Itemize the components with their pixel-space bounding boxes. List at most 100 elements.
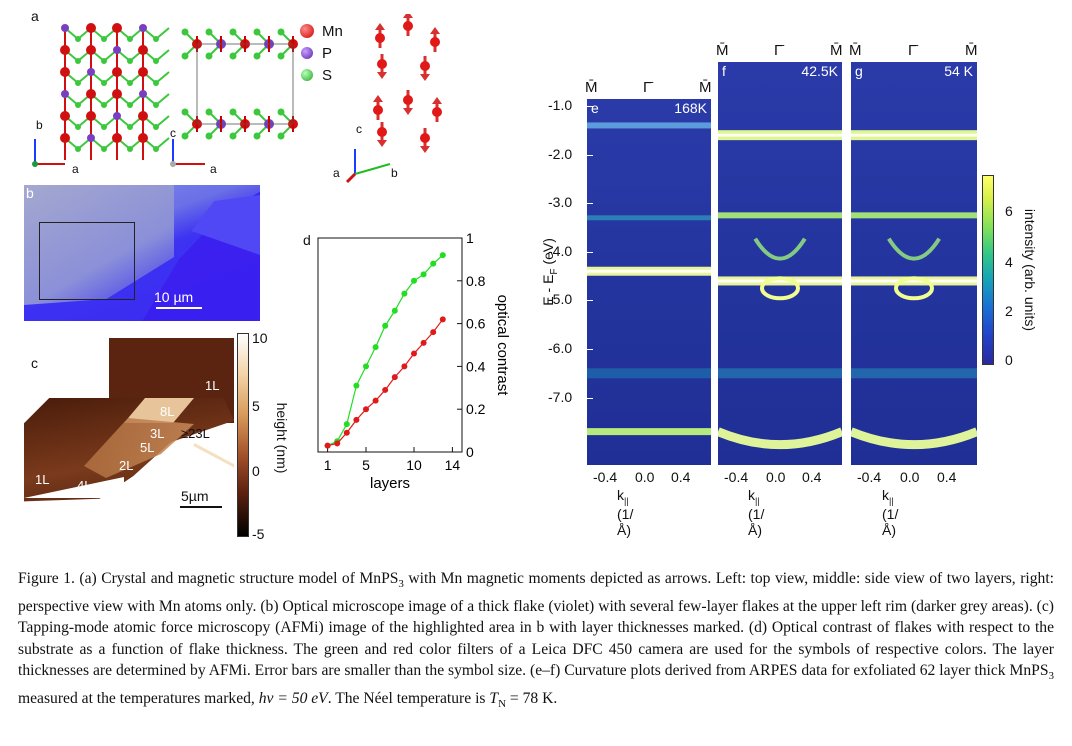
energy-tick	[587, 300, 593, 302]
intensity-colorbar	[982, 175, 994, 365]
height-tick-0: 0	[252, 463, 260, 479]
p-atom	[139, 24, 147, 32]
k-tick-label: 0.4	[671, 469, 691, 485]
intensity-tick-6: 6	[1005, 203, 1013, 219]
mn-atom	[377, 59, 387, 69]
series-point-0	[353, 382, 360, 389]
s-atom	[205, 108, 213, 116]
scale-label-b: 10 µm	[154, 289, 194, 305]
layer-label-1L-top: 1L	[205, 378, 220, 393]
s-atom	[205, 28, 213, 36]
mn-atom	[112, 67, 122, 77]
s-atom	[127, 146, 133, 152]
s-atom	[101, 146, 107, 152]
energy-tick-label: -6.0	[548, 340, 573, 356]
s-atom	[75, 80, 81, 86]
caption-part1: Figure 1. (a) Crystal and magnetic struc…	[18, 570, 399, 587]
band	[718, 368, 842, 379]
intensity-colorbar-label: intensity (arb. units)	[1022, 208, 1038, 332]
intensity-tick-4: 4	[1005, 254, 1013, 270]
legend-mn-label: Mn	[322, 22, 343, 40]
k-point-label: M̄	[849, 42, 862, 59]
mn-atom	[138, 45, 148, 55]
x-axis-label: layers	[370, 475, 410, 492]
caption-tn: T	[489, 690, 499, 708]
s-atom	[253, 108, 261, 116]
axis-c-label: c	[170, 126, 176, 140]
energy-tick	[587, 154, 593, 156]
mn-atom	[430, 37, 440, 47]
y-tick-label: 0.8	[466, 273, 486, 289]
k-tick-label: 0.0	[635, 469, 655, 485]
legend-s: S	[300, 64, 343, 86]
arpes-panel-e: e 168K	[587, 99, 711, 465]
series-point-1	[324, 442, 331, 449]
p-swatch-icon	[301, 47, 313, 59]
p-atom	[87, 134, 95, 142]
mn-atom	[138, 67, 148, 77]
band	[587, 215, 711, 221]
axis-a-label: a	[72, 162, 79, 176]
layer-label-2L: 2L	[119, 458, 134, 473]
legend-p-label: P	[322, 44, 333, 62]
s-atom	[75, 124, 81, 130]
plot-frame	[317, 237, 463, 453]
arpes-panel-letter: f	[722, 63, 726, 79]
arpes-panel-letter: e	[591, 100, 599, 116]
k-tick-label: 0.4	[802, 469, 822, 485]
p-atom	[61, 24, 69, 32]
x-tick-label: 10	[406, 457, 422, 473]
mn-atom	[60, 133, 70, 143]
mn-atom	[420, 133, 430, 143]
x-tick-label: 14	[445, 457, 461, 473]
arpes-panel-temp: 168K	[674, 100, 707, 116]
optical-microscope-image: 10 µm	[24, 185, 260, 321]
legend-p: P	[300, 42, 343, 64]
caption-part3: measured at the temperatures marked,	[18, 690, 259, 708]
caption-tn-val: = 78 K.	[506, 690, 558, 708]
height-colorbar-label: height (nm)	[274, 402, 290, 474]
caption-part4: . The Néel temperature is	[327, 690, 490, 708]
mn-atom	[375, 33, 385, 43]
series-point-0	[382, 322, 389, 329]
series-point-1	[353, 416, 360, 423]
layer-label-5L: 5L	[140, 440, 155, 455]
intensity-tick-2: 2	[1005, 303, 1013, 319]
caption-hv: hν = 50 eV	[258, 690, 328, 708]
series-point-1	[372, 397, 379, 404]
k-point-label: Γ̄	[908, 42, 917, 59]
k-point-label: Γ̄	[774, 42, 783, 59]
axis-b3-arrow	[354, 163, 391, 175]
arpes-bands	[587, 99, 711, 465]
p-atom	[139, 90, 147, 98]
k-point-label: M̄	[585, 79, 598, 96]
s-swatch-icon	[301, 69, 313, 81]
side-view-lattice	[170, 28, 298, 167]
layer-label-4L: 4L	[77, 478, 92, 493]
s-atom	[229, 108, 237, 116]
caption-sub2: 3	[1048, 670, 1055, 683]
scale-label-c: 5µm	[181, 488, 209, 504]
top-view-lattice	[32, 23, 170, 167]
series-point-0	[363, 363, 369, 370]
k-tick-label: -0.4	[857, 469, 882, 485]
arpes-ylabel-sub: F	[548, 268, 560, 275]
height-tick-neg5: -5	[252, 526, 265, 542]
band	[718, 279, 842, 283]
series-point-1	[334, 440, 341, 447]
arpes-panel-g: g 54 K	[851, 62, 977, 465]
figure-caption: Figure 1. (a) Crystal and magnetic struc…	[18, 568, 1054, 716]
energy-tick-label: -3.0	[548, 194, 573, 211]
mn-atom	[373, 105, 383, 115]
series-point-0	[391, 307, 398, 314]
y-tick-label: 0.6	[466, 316, 486, 332]
intensity-tick-0: 0	[1005, 352, 1013, 368]
s-atom	[75, 58, 81, 64]
layer-label-23L: ≥23L	[181, 426, 210, 441]
series-point-0	[411, 277, 417, 284]
k-tick-label: 0.0	[900, 469, 920, 485]
y-tick-label: 0.2	[466, 401, 486, 417]
afm-image	[24, 338, 234, 524]
series-point-1	[391, 374, 398, 381]
energy-tick	[587, 106, 593, 107]
